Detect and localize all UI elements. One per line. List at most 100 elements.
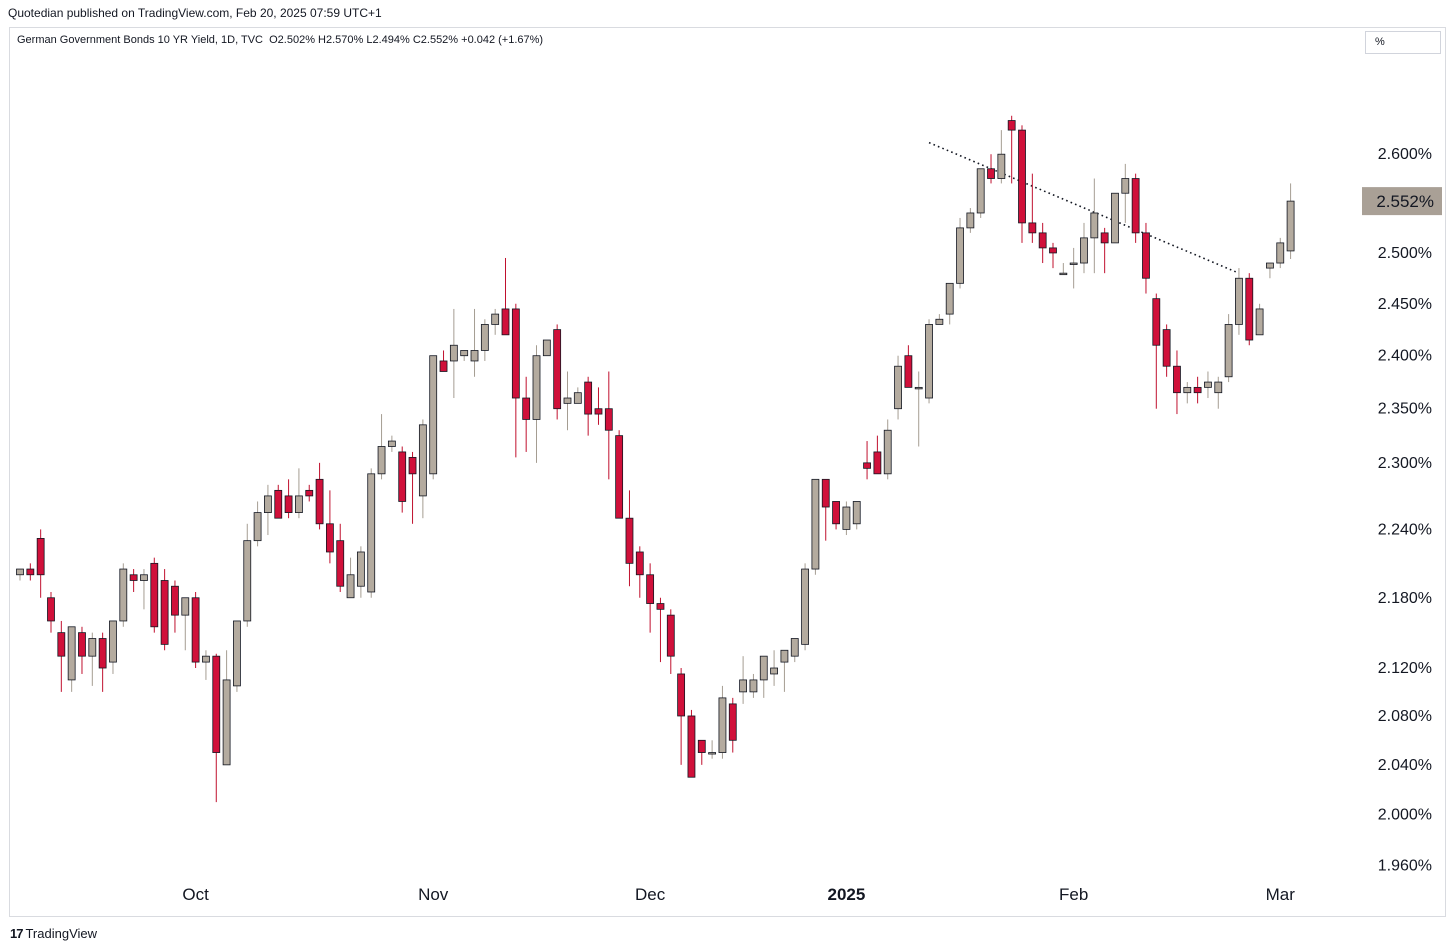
candle[interactable] (325, 490, 334, 564)
candle[interactable] (987, 154, 995, 184)
candle[interactable] (1286, 183, 1295, 259)
candle[interactable] (418, 419, 427, 519)
candle[interactable] (181, 597, 190, 651)
candle[interactable] (573, 387, 582, 404)
candle[interactable] (956, 217, 964, 289)
candle[interactable] (202, 650, 210, 680)
candle[interactable] (222, 650, 231, 766)
candle[interactable] (460, 350, 469, 361)
candle[interactable] (150, 557, 159, 633)
price-scale-unit-selector[interactable]: % (1365, 31, 1441, 54)
candle[interactable] (284, 479, 293, 519)
candle[interactable] (57, 620, 66, 692)
candle[interactable] (1131, 173, 1140, 243)
candle[interactable] (295, 468, 303, 519)
candle[interactable] (1059, 263, 1068, 276)
candle[interactable] (635, 546, 644, 598)
candle[interactable] (88, 632, 97, 686)
candle[interactable] (894, 355, 902, 420)
candle[interactable] (646, 563, 655, 633)
candle[interactable] (315, 462, 324, 530)
candle[interactable] (1152, 293, 1161, 409)
footer-branding[interactable]: 17 TradingView (10, 926, 97, 941)
candle[interactable] (914, 371, 923, 447)
candle[interactable] (811, 478, 820, 575)
candle[interactable] (160, 569, 169, 651)
candle[interactable] (677, 668, 686, 765)
candle[interactable] (728, 697, 737, 753)
candle[interactable] (67, 626, 76, 692)
candle[interactable] (511, 303, 520, 458)
candle[interactable] (377, 414, 386, 480)
candle[interactable] (1255, 303, 1264, 336)
candle[interactable] (1111, 192, 1119, 244)
candle[interactable] (666, 609, 675, 674)
trendline[interactable] (928, 141, 1240, 274)
candle[interactable] (1162, 324, 1171, 377)
candle[interactable] (1204, 371, 1212, 399)
candle[interactable] (449, 308, 458, 399)
candle[interactable] (1224, 314, 1233, 383)
candle[interactable] (553, 324, 562, 420)
candle[interactable] (976, 168, 985, 218)
candle[interactable] (945, 282, 954, 325)
candle[interactable] (615, 430, 624, 519)
candle[interactable] (387, 435, 396, 452)
candle[interactable] (873, 435, 882, 475)
candle[interactable] (16, 568, 24, 581)
candle[interactable] (1193, 376, 1202, 404)
candle[interactable] (625, 490, 634, 587)
candle[interactable] (1214, 376, 1223, 409)
candle[interactable] (233, 620, 241, 692)
candle[interactable] (501, 257, 510, 336)
candle[interactable] (842, 501, 851, 536)
candle[interactable] (1007, 115, 1016, 184)
candle[interactable] (1049, 242, 1057, 269)
candle[interactable] (656, 597, 665, 663)
candle[interactable] (863, 441, 871, 480)
candle[interactable] (408, 451, 417, 524)
candle[interactable] (718, 685, 727, 759)
candle[interactable] (264, 484, 272, 536)
candle[interactable] (935, 314, 944, 325)
candle[interactable] (790, 638, 799, 663)
candle[interactable] (966, 208, 975, 233)
candle[interactable] (801, 563, 809, 651)
candle[interactable] (491, 308, 500, 335)
candle[interactable] (98, 632, 107, 692)
candle[interactable] (883, 419, 892, 480)
candle[interactable] (1018, 125, 1026, 243)
candle[interactable] (1121, 163, 1130, 223)
candle[interactable] (1080, 222, 1088, 274)
candle[interactable] (563, 371, 572, 431)
candle[interactable] (129, 569, 138, 592)
candle[interactable] (925, 319, 933, 404)
candle[interactable] (480, 319, 489, 361)
candle[interactable] (749, 673, 758, 698)
candle[interactable] (36, 529, 45, 598)
candle[interactable] (398, 446, 407, 513)
candle[interactable] (470, 308, 479, 377)
candle[interactable] (697, 739, 706, 765)
candle[interactable] (78, 626, 86, 674)
candle[interactable] (140, 569, 148, 610)
candle[interactable] (687, 709, 696, 778)
candle[interactable] (212, 653, 221, 803)
candle[interactable] (1142, 222, 1150, 294)
candle[interactable] (1100, 227, 1109, 274)
candle[interactable] (904, 345, 913, 388)
candle[interactable] (1173, 350, 1181, 415)
candle[interactable] (542, 339, 551, 357)
candle[interactable] (770, 650, 778, 686)
candle[interactable] (522, 376, 531, 452)
candle[interactable] (708, 740, 717, 759)
candle[interactable] (832, 501, 840, 530)
candle[interactable] (739, 656, 747, 704)
candle[interactable] (346, 557, 355, 599)
candle[interactable] (356, 546, 365, 598)
candle[interactable] (47, 591, 55, 633)
candle[interactable] (274, 484, 283, 519)
candle[interactable] (759, 655, 768, 698)
candle[interactable] (305, 484, 314, 502)
